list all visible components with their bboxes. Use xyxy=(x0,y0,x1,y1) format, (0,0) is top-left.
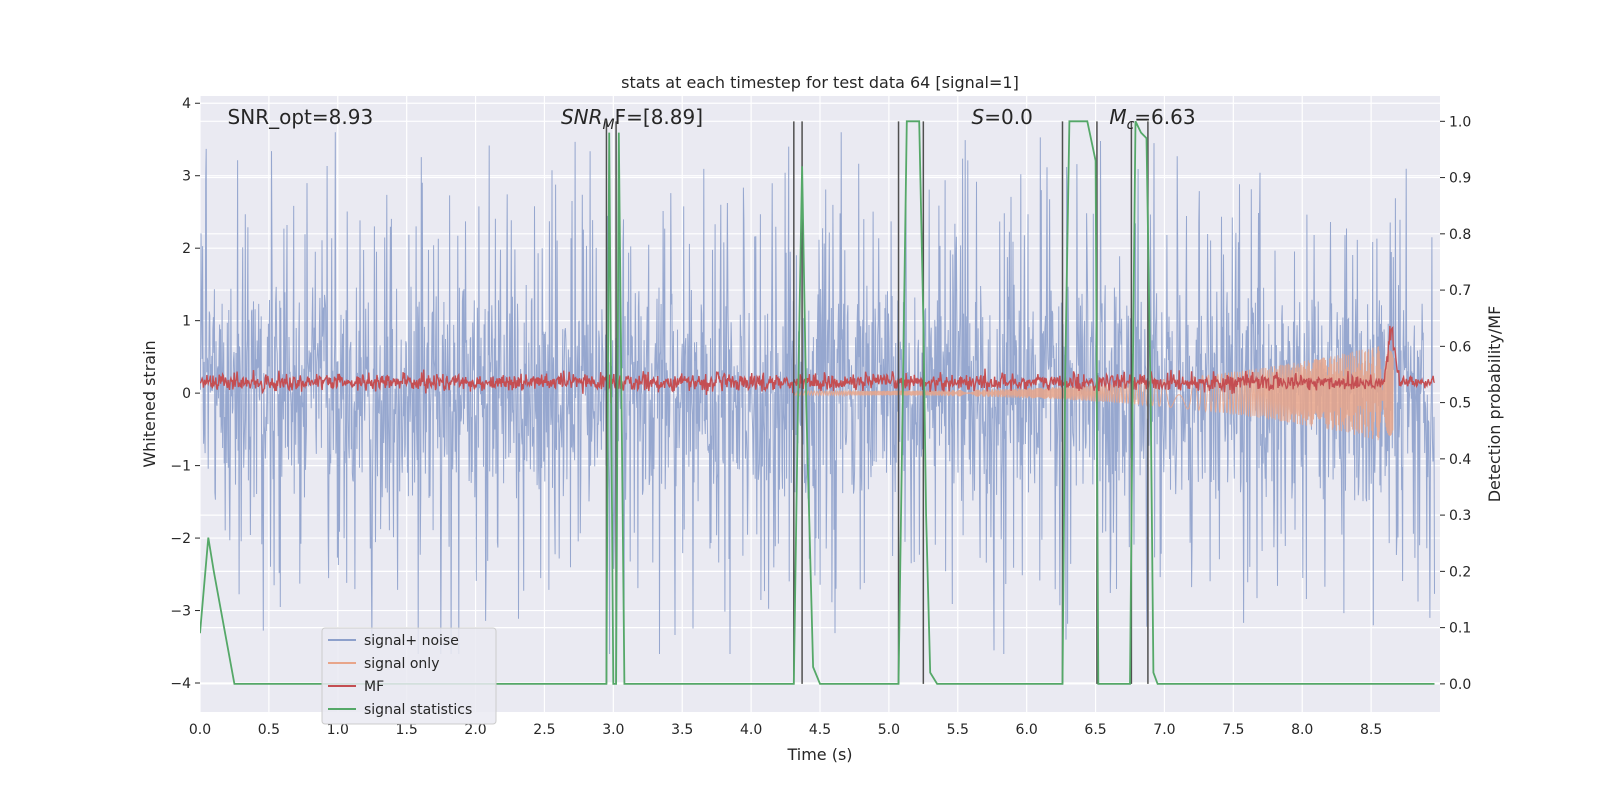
y-left-tick-label: −4 xyxy=(170,676,191,692)
x-tick-label: 1.5 xyxy=(396,722,418,738)
y-right-tick-label: 0.7 xyxy=(1449,283,1471,299)
legend-label: signal statistics xyxy=(364,702,472,718)
x-tick-label: 8.5 xyxy=(1360,722,1382,738)
y-right-tick-label: 1.0 xyxy=(1449,114,1471,130)
x-tick-label: 0.0 xyxy=(189,722,211,738)
y-right-tick-label: 0.3 xyxy=(1449,508,1471,524)
x-axis: 0.0 0.5 1.0 1.5 2.0 2.5 3.0 3.5 4.0 4.5 5.0 5.5 6.0 6… xyxy=(189,722,1382,738)
x-tick-label: 7.0 xyxy=(1153,722,1175,738)
annotation-1: SNRMF=[8.89] xyxy=(561,105,703,133)
y-axis-right-label: Detection probability/MF xyxy=(1485,306,1504,503)
y-right-tick-label: 0.5 xyxy=(1449,396,1471,412)
y-left-tick-label: −2 xyxy=(170,531,191,547)
x-tick-label: 0.5 xyxy=(258,722,280,738)
y-right-tick-label: 0.1 xyxy=(1449,621,1471,637)
annotation-2: S=0.0 xyxy=(972,105,1033,129)
legend-label: MF xyxy=(364,679,384,695)
y-right-tick-label: 0.0 xyxy=(1449,677,1471,693)
y-left-tick-label: 0 xyxy=(182,386,191,402)
y-axis-left-label: Whitened strain xyxy=(140,340,159,467)
series-signal-only xyxy=(791,346,1394,441)
x-tick-label: 7.5 xyxy=(1222,722,1244,738)
x-tick-label: 8.0 xyxy=(1291,722,1313,738)
x-axis-label: Time (s) xyxy=(786,745,852,764)
annotation-0: SNR_opt=8.93 xyxy=(228,105,374,129)
legend-box xyxy=(321,627,497,725)
series-signal-noise xyxy=(200,132,1435,655)
x-tick-label: 2.5 xyxy=(533,722,555,738)
legend-label: signal+ noise xyxy=(364,633,459,649)
y-left-tick-label: 2 xyxy=(182,241,191,257)
x-tick-label: 3.0 xyxy=(602,722,624,738)
legend: signal+ noise signal only MF signal statist… xyxy=(321,627,497,725)
x-tick-label: 6.5 xyxy=(1084,722,1106,738)
annotation-3: Mc=6.63 xyxy=(1109,105,1195,133)
series-mf xyxy=(200,325,1436,404)
legend-label: signal only xyxy=(364,656,439,672)
y-axis-right: 0.0 0.1 0.2 0.3 0.4 0.5 0.6 0.7 0.8 0.9 1.0 xyxy=(1440,114,1471,693)
y-right-tick-label: 0.8 xyxy=(1449,227,1471,243)
y-right-tick-label: 0.4 xyxy=(1449,452,1471,468)
x-tick-label: 3.5 xyxy=(671,722,693,738)
y-left-tick-label: 4 xyxy=(182,96,191,112)
x-tick-label: 5.5 xyxy=(947,722,969,738)
y-left-tick-label: 1 xyxy=(182,314,191,330)
y-axis-left: −4 −3 −2 −1 0 1 2 3 4 xyxy=(170,96,200,692)
y-right-tick-label: 0.2 xyxy=(1449,564,1471,580)
x-tick-label: 5.0 xyxy=(878,722,900,738)
plot-content xyxy=(200,120,1436,685)
annotations: SNR_opt=8.93 SNRMF=[8.89] S=0.0 Mc=6.63 xyxy=(228,105,1196,133)
series-signal-statistics xyxy=(200,120,1435,685)
y-left-tick-label: −3 xyxy=(170,604,191,620)
y-right-tick-label: 0.6 xyxy=(1449,339,1471,355)
y-left-tick-label: −1 xyxy=(170,459,191,475)
y-right-tick-label: 0.9 xyxy=(1449,171,1471,187)
x-tick-label: 4.5 xyxy=(809,722,831,738)
x-tick-label: 4.0 xyxy=(740,722,762,738)
x-tick-label: 1.0 xyxy=(327,722,349,738)
y-left-tick-label: 3 xyxy=(182,169,191,185)
x-tick-label: 2.0 xyxy=(464,722,486,738)
x-tick-label: 6.0 xyxy=(1016,722,1038,738)
chart-title: stats at each timestep for test data 64 … xyxy=(621,73,1019,92)
